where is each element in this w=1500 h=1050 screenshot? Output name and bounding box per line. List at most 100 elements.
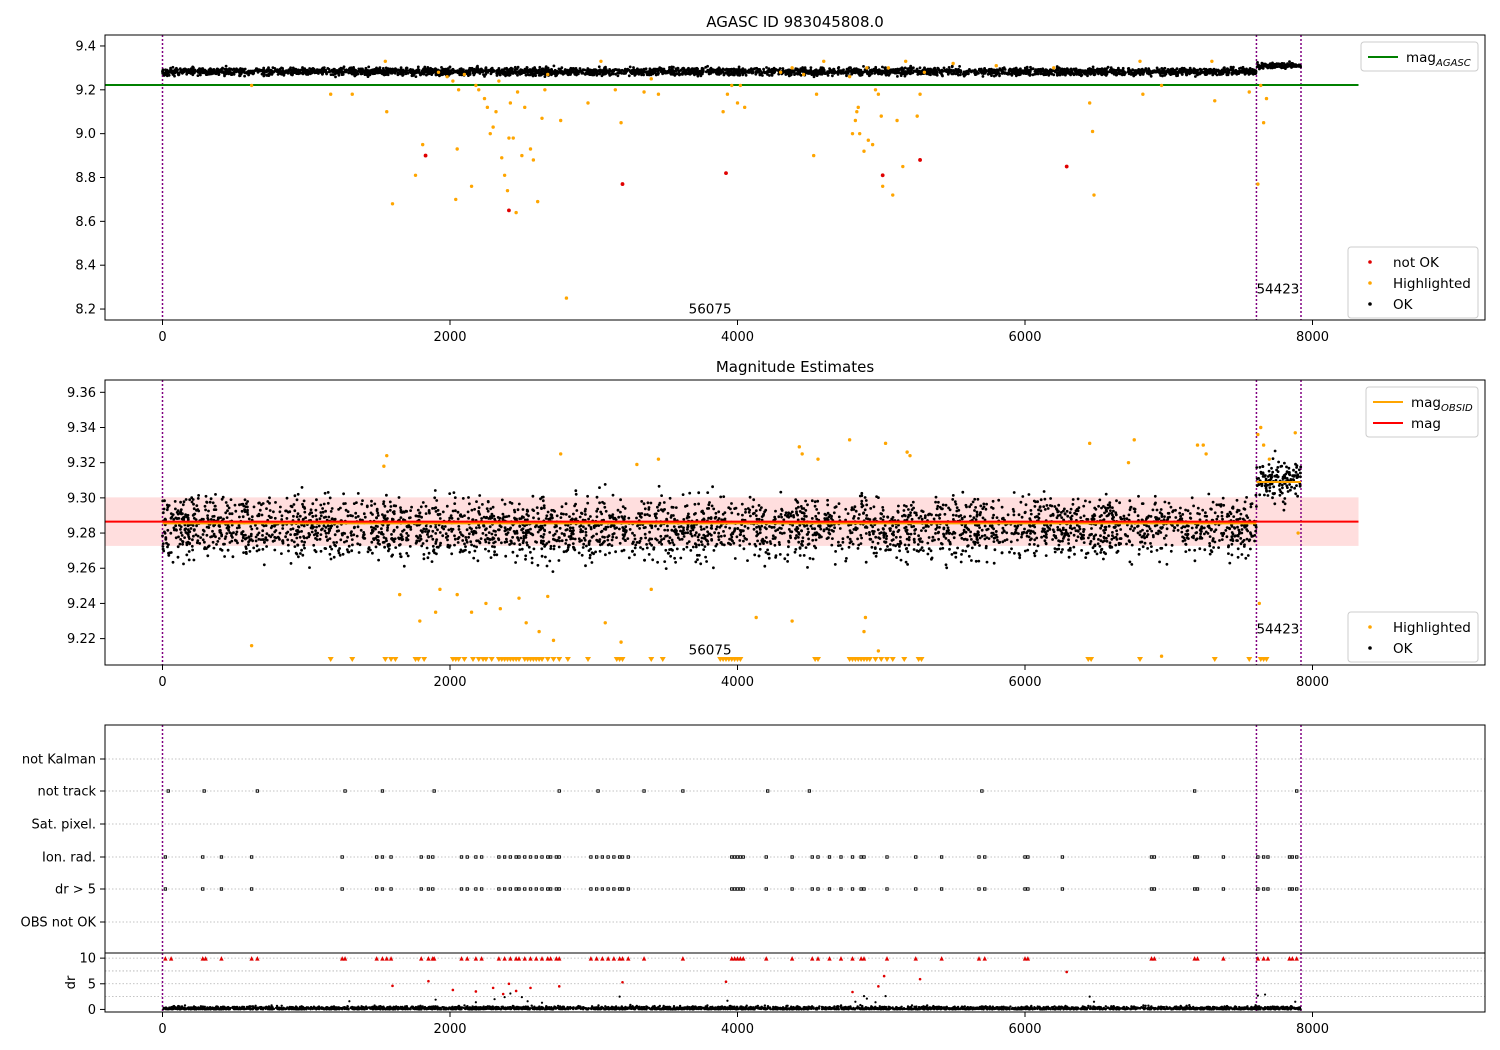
ok-point [970,538,973,541]
highlighted-point [951,61,955,66]
ok-point [1195,70,1198,74]
ok-point [1027,72,1030,76]
ok-point [342,65,346,69]
ok-point [584,527,588,531]
ok-point [262,68,265,72]
ok-point [836,72,840,75]
highlighted-point [477,88,481,92]
ok-point [859,542,863,545]
ok-point [319,511,323,514]
ok-point [992,68,996,72]
ok-point [792,69,796,73]
ok-point [406,534,410,537]
ok-point [321,510,325,514]
ok-point [622,548,626,552]
ok-point [699,562,703,566]
ok-point [676,67,680,70]
ok-point [265,74,269,77]
ok-point [800,542,803,546]
ok-point [604,68,608,71]
ok-point [682,68,685,71]
ok-point [295,498,299,502]
ok-point [687,72,691,75]
ok-point [1021,495,1025,498]
ok-point [224,511,228,515]
ok-point [752,527,756,531]
ok-point [509,69,513,72]
ok-point [940,542,944,546]
ok-point [645,70,649,74]
ok-point [944,563,948,567]
ok-point [335,69,339,73]
ok-point [513,70,517,73]
ok-point [372,68,376,72]
ok-point [969,503,973,506]
ok-point [1076,69,1080,73]
ok-point [201,533,205,536]
ok-point [584,507,587,511]
ok-point [730,502,733,505]
ok-point [692,71,695,74]
ok-point [1151,508,1155,512]
x-tick-label: 6000 [1008,330,1041,345]
ok-point [892,530,895,534]
not-ok-point [880,173,885,178]
ok-point [356,515,360,518]
highlighted-point [586,101,590,105]
ok-point [210,71,213,75]
ok-point [337,73,341,77]
ok-point [749,514,752,518]
ok-point [361,68,364,71]
ok-point [1012,67,1016,71]
ok-point [366,550,370,554]
ok-point [1026,548,1030,552]
ok-point [332,67,336,71]
ok-point [1176,70,1180,74]
ok-point [1070,69,1073,73]
ok-point [904,560,908,564]
obsid-annotation: 54423 [1256,282,1299,298]
ok-point [308,566,311,569]
ok-point [1130,563,1134,566]
ok-point [951,513,955,517]
ok-point [533,67,537,71]
ok-point [867,74,871,78]
ok-point [674,69,678,73]
ok-point [912,548,916,551]
ok-point [948,542,952,545]
ok-point [460,68,464,71]
ok-point [1136,514,1140,518]
ok-point [1288,60,1291,63]
ok-point [648,514,651,517]
ok-point [955,506,959,510]
ok-point [322,502,326,506]
ok-point [1167,501,1171,505]
ok-point [234,509,238,513]
ok-point [503,502,507,506]
ok-point [434,525,438,529]
highlighted-point [1087,101,1092,105]
ok-point [352,66,355,69]
ok-point [1078,72,1082,76]
ok-point [1159,74,1162,77]
ok-point [611,71,614,75]
ok-point [1062,71,1066,75]
ok-point [242,551,246,554]
ok-point [390,517,394,521]
ok-point [932,69,936,73]
ok-point [217,71,221,74]
ok-point [915,67,919,71]
ok-point [277,70,281,74]
ok-point [473,71,477,75]
ok-point [659,524,663,528]
ok-point [716,72,719,76]
ok-point [1204,511,1207,515]
ok-point [322,67,326,71]
ok-point [305,70,309,74]
ok-point [293,71,296,74]
ok-point [597,65,601,69]
highlighted-point [1159,83,1164,88]
ok-point [811,557,815,561]
ok-point [289,66,292,70]
